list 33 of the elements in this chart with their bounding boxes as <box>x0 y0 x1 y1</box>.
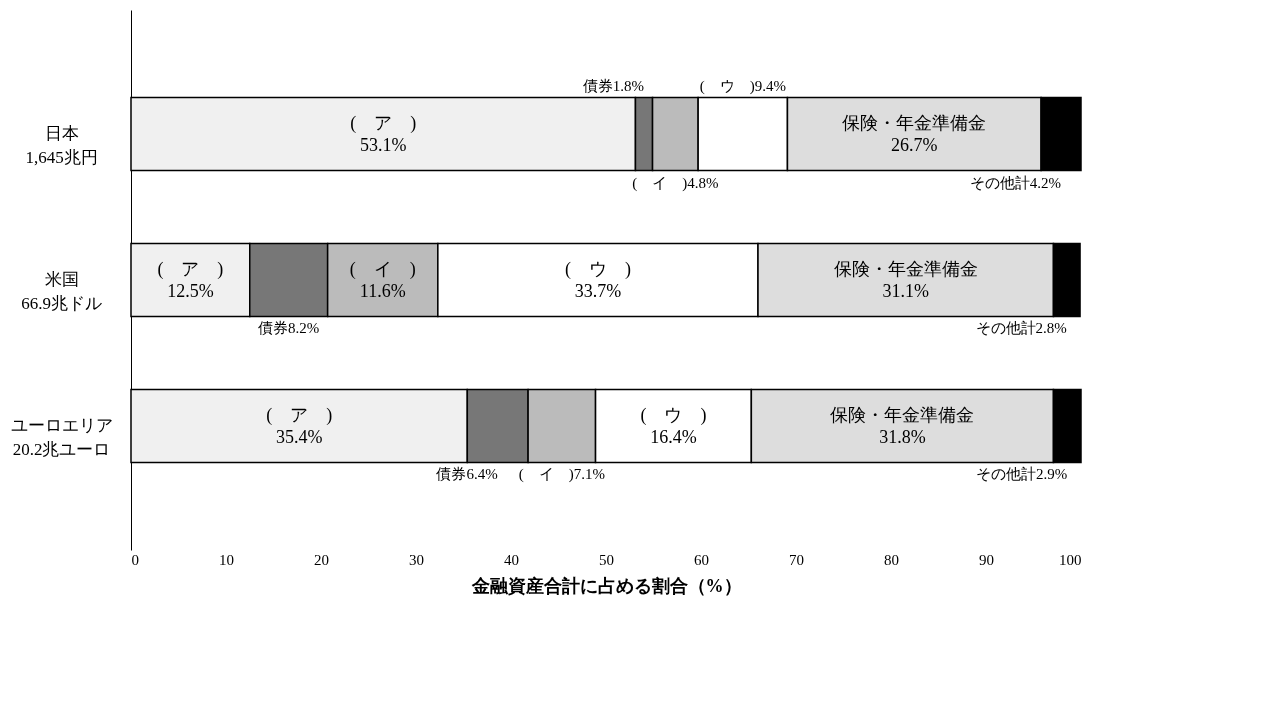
y-tick-label: 日本 1,645兆円 <box>25 124 98 168</box>
data-label: その他計4.2% <box>969 174 1062 191</box>
y-tick-label: 米国 66.9兆ドル <box>21 270 102 313</box>
x-tick-label: 20 <box>314 551 329 568</box>
data-label: ( ウ )9.4% <box>699 77 786 95</box>
data-label: ( ア ) 12.5% <box>157 259 224 301</box>
data-label: ( ウ ) 16.4% <box>640 404 707 447</box>
x-tick-label: 100 <box>1059 551 1082 568</box>
data-label: 債券8.2% <box>258 320 320 337</box>
y-tick-label: ユーロエリア 20.2兆ユーロ <box>10 415 113 459</box>
x-tick-label: 90 <box>979 551 994 568</box>
data-label: 債券6.4% <box>436 466 498 483</box>
data-label: ( ア ) 35.4% <box>266 404 333 447</box>
x-tick-label: 40 <box>504 551 519 568</box>
x-tick-label: 0 <box>131 551 139 568</box>
x-tick-label: 50 <box>599 551 614 568</box>
x-axis-title: 金融資産合計に占める割合（%） <box>470 575 742 596</box>
data-label: ( イ ) 11.6% <box>349 259 416 301</box>
x-tick-label: 10 <box>219 551 234 568</box>
x-tick-label: 30 <box>409 551 424 568</box>
data-label: ( イ )7.1% <box>518 466 605 484</box>
x-tick-label: 70 <box>789 551 804 568</box>
data-label: その他計2.9% <box>975 466 1068 483</box>
data-label: 保険・年金準備金 31.1% <box>833 259 978 301</box>
data-label: 保険・年金準備金 26.7% <box>842 113 987 156</box>
data-label: その他計2.8% <box>975 320 1067 337</box>
data-label: ( イ )4.8% <box>632 174 719 192</box>
x-tick-label: 80 <box>884 551 899 568</box>
data-label: 保険・年金準備金 31.8% <box>830 404 975 447</box>
data-label: ( ウ ) 33.7% <box>564 259 631 301</box>
data-label: ( ア ) 53.1% <box>350 113 417 156</box>
data-label: 債券1.8% <box>582 77 644 94</box>
x-tick-label: 60 <box>694 551 709 568</box>
